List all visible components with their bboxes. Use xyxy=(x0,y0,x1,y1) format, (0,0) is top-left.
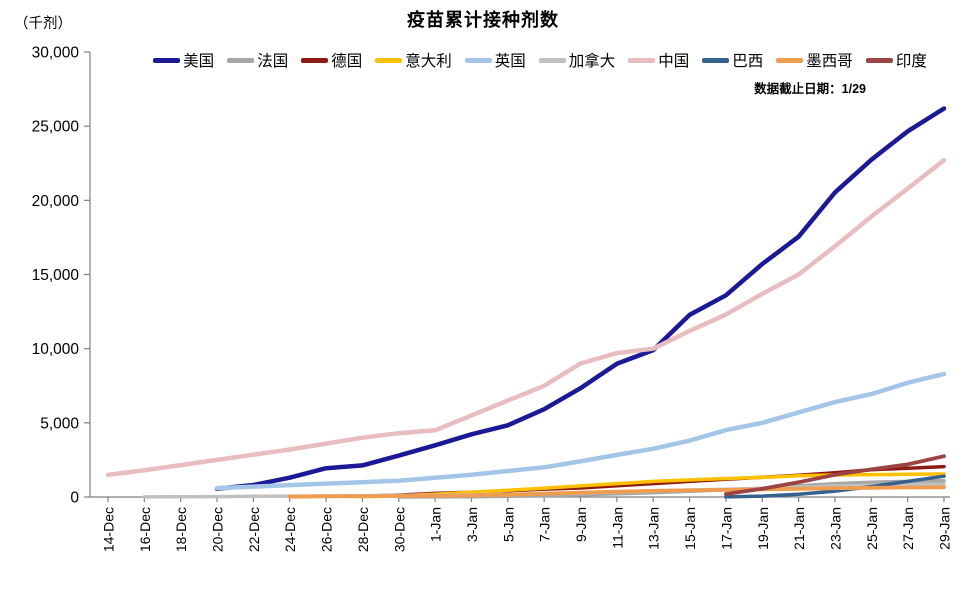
x-tick-label: 24-Dec xyxy=(282,507,298,552)
x-tick-label: 16-Dec xyxy=(137,507,153,552)
y-tick-label: 30,000 xyxy=(32,45,80,62)
legend-swatch-brazil xyxy=(702,57,730,63)
x-tick-label: 20-Dec xyxy=(210,507,226,552)
series-line-uk xyxy=(214,371,947,491)
x-tick-label: 1-Jan xyxy=(428,507,444,542)
y-tick-label: 10,000 xyxy=(32,341,80,358)
data-cutoff-note: 数据截止日期：1/29 xyxy=(754,82,866,96)
series-line-brazil xyxy=(724,474,946,499)
x-tick-label: 18-Dec xyxy=(173,507,189,552)
legend-label-mexico: 墨西哥 xyxy=(806,53,853,70)
legend-swatch-china xyxy=(628,57,656,63)
series-line-china xyxy=(105,158,947,478)
y-axis-unit-label: （千剂） xyxy=(14,16,72,32)
legend-label-france: 法国 xyxy=(257,53,289,70)
legend-item-uk: 英国 xyxy=(464,49,526,71)
legend-item-china: 中国 xyxy=(628,49,689,71)
x-tick-label: 21-Jan xyxy=(791,507,807,550)
legend-label-germany: 德国 xyxy=(331,53,363,70)
series-line-usa xyxy=(214,106,947,492)
legend-swatch-usa xyxy=(153,57,181,63)
legend-item-italy: 意大利 xyxy=(375,49,452,71)
x-tick-label: 26-Dec xyxy=(319,507,335,552)
x-tick-label: 9-Jan xyxy=(573,507,589,542)
legend-label-brazil: 巴西 xyxy=(732,53,764,70)
x-tick-label: 23-Jan xyxy=(827,507,843,550)
x-tick-label: 25-Jan xyxy=(864,507,880,550)
legend-item-mexico: 墨西哥 xyxy=(776,49,853,71)
y-tick-label: 25,000 xyxy=(32,119,80,136)
series-line-india xyxy=(724,454,946,496)
y-tick-label: 15,000 xyxy=(32,267,80,284)
chart-title: 疫苗累计接种剂数 xyxy=(407,10,559,30)
legend-swatch-canada xyxy=(538,57,566,63)
x-tick-label: 7-Jan xyxy=(537,507,553,542)
x-tick-label: 14-Dec xyxy=(101,507,117,552)
legend-label-canada: 加拿大 xyxy=(568,53,616,70)
legend-swatch-uk xyxy=(464,57,492,63)
legend-label-usa: 美国 xyxy=(183,53,215,70)
x-tick-label: 28-Dec xyxy=(355,507,371,552)
x-tick-label: 19-Jan xyxy=(755,507,771,550)
x-tick-label: 17-Jan xyxy=(718,507,734,550)
x-tick-label: 27-Jan xyxy=(900,507,916,550)
x-tick-label: 15-Jan xyxy=(682,507,698,550)
y-tick-label: 0 xyxy=(70,490,79,507)
legend-swatch-italy xyxy=(375,57,403,63)
series-line-mexico xyxy=(287,485,946,499)
x-tick-label: 30-Dec xyxy=(391,507,407,552)
legend-item-india: 印度 xyxy=(865,49,927,71)
legend-swatch-india xyxy=(865,57,893,63)
legend-swatch-mexico xyxy=(776,57,804,63)
legend-item-usa: 美国 xyxy=(153,49,214,71)
y-tick-label: 20,000 xyxy=(32,193,80,210)
legend-swatch-germany xyxy=(301,57,329,63)
x-tick-label: 29-Jan xyxy=(937,507,953,550)
x-tick-label: 3-Jan xyxy=(464,507,480,542)
legend-label-italy: 意大利 xyxy=(405,53,452,70)
legend-label-uk: 英国 xyxy=(494,53,526,70)
x-tick-label: 22-Dec xyxy=(246,507,262,552)
legend-item-germany: 德国 xyxy=(301,49,362,71)
x-tick-label: 5-Jan xyxy=(500,507,516,542)
y-tick-label: 5,000 xyxy=(40,415,79,432)
x-tick-label: 11-Jan xyxy=(609,507,625,549)
legend-label-china: 中国 xyxy=(658,53,690,70)
legend-item-canada: 加拿大 xyxy=(538,49,616,71)
legend-item-france: 法国 xyxy=(227,49,288,71)
legend-swatch-france xyxy=(227,57,255,63)
x-tick-label: 13-Jan xyxy=(646,507,662,550)
legend-item-brazil: 巴西 xyxy=(702,49,763,71)
legend-label-india: 印度 xyxy=(895,53,927,70)
chart-legend: 美国 法国 德国 意大利 英国 加拿大 中国 巴西 墨西哥 印度 xyxy=(120,49,960,71)
